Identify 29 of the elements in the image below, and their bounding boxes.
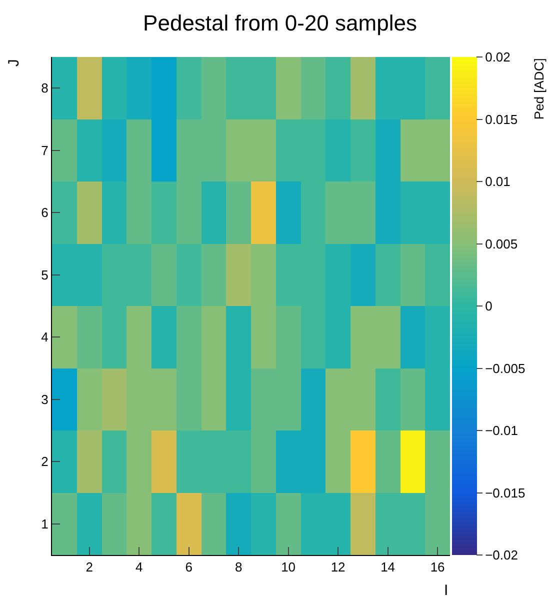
x-tick-label: 10 (281, 560, 296, 575)
x-axis-title: I (444, 582, 448, 597)
x-tick-label: 4 (135, 560, 143, 575)
y-axis-title: J (6, 59, 23, 67)
color-bar-label: −0.015 (485, 485, 526, 500)
y-tick-label: 2 (41, 454, 48, 470)
color-bar-title: Ped [ADC] (532, 58, 547, 120)
x-tick-label: 16 (430, 560, 445, 575)
y-tick-label: 5 (41, 267, 48, 282)
y-tick-label: 6 (41, 205, 48, 220)
color-bar-label: 0.01 (485, 174, 510, 190)
color-bar-label: 0.015 (485, 112, 518, 127)
y-tick-label: 1 (41, 516, 48, 532)
color-bar-label: 0 (485, 298, 492, 314)
color-bar-label: −0.02 (485, 548, 518, 563)
y-tick-label: 3 (41, 392, 48, 407)
color-bar-label: −0.01 (485, 423, 518, 438)
color-bar-label: −0.005 (485, 360, 526, 376)
x-tick-label: 2 (86, 560, 93, 575)
chart-title: Pedestal from 0-20 samples (143, 10, 417, 36)
x-tick-label: 6 (185, 560, 192, 575)
y-tick-label: 8 (41, 80, 48, 96)
y-tick-label: 7 (41, 142, 48, 158)
color-bar-label: 0.005 (485, 236, 518, 252)
x-tick-label: 14 (380, 560, 396, 575)
x-tick-label: 12 (330, 560, 346, 575)
color-bar-label: 0.02 (485, 50, 510, 65)
x-tick-label: 8 (234, 560, 242, 575)
y-tick-label: 4 (41, 330, 48, 345)
